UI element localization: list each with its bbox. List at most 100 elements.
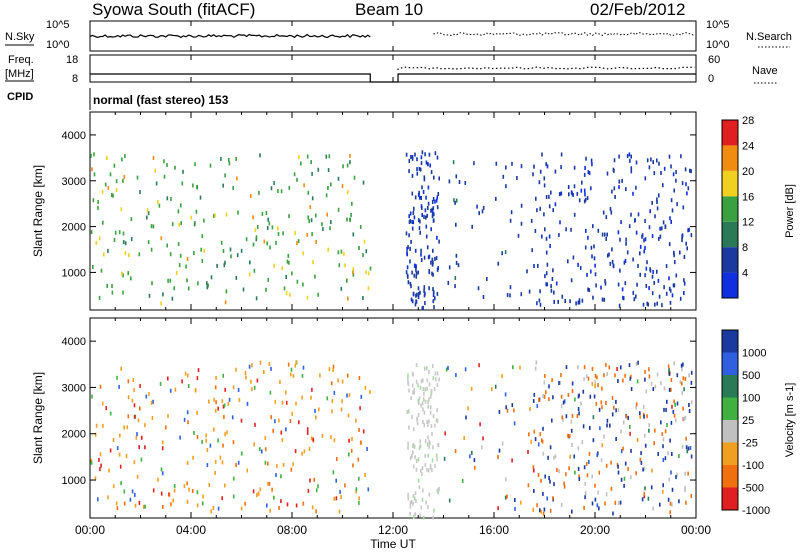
range-cell <box>417 383 419 388</box>
range-cell <box>680 154 682 159</box>
range-cell <box>244 501 246 506</box>
range-cell <box>550 190 552 195</box>
range-cell <box>248 272 251 277</box>
range-cell <box>240 506 243 511</box>
range-cell <box>591 474 593 479</box>
range-cell <box>467 406 469 411</box>
range-cell <box>121 271 123 276</box>
range-cell <box>520 292 523 297</box>
range-cell <box>447 280 450 285</box>
range-cell <box>681 234 683 239</box>
range-cell <box>333 496 336 501</box>
range-cell <box>252 215 254 220</box>
range-cell <box>584 481 587 486</box>
range-cell <box>639 457 642 462</box>
range-cell <box>412 501 414 506</box>
range-cell <box>341 184 344 189</box>
range-cell <box>113 163 116 168</box>
range-cell <box>125 454 128 459</box>
range-cell <box>427 185 430 190</box>
range-cell <box>609 207 612 211</box>
range-cell <box>658 236 660 241</box>
range-cell <box>538 397 540 402</box>
range-cell <box>436 205 439 210</box>
colorbar-segment <box>722 465 738 488</box>
range-cell <box>643 491 645 496</box>
range-cell <box>665 291 668 296</box>
range-cell <box>279 380 281 385</box>
ytick-label: 1000 <box>62 267 86 279</box>
range-cell <box>431 271 433 276</box>
range-cell <box>129 497 132 502</box>
range-cell <box>464 181 467 185</box>
range-cell <box>544 274 546 279</box>
range-cell <box>597 228 600 233</box>
range-cell <box>222 404 225 409</box>
range-cell <box>605 236 607 241</box>
range-cell <box>99 452 102 457</box>
range-cell <box>415 467 418 472</box>
freq-label: Freq. <box>8 54 34 66</box>
range-cell <box>471 450 473 455</box>
range-cell <box>332 364 335 369</box>
range-cell <box>337 207 340 212</box>
range-cell <box>611 189 613 194</box>
range-cell <box>575 301 577 306</box>
range-cell <box>690 380 693 385</box>
range-cell <box>307 190 310 195</box>
range-cell <box>90 230 93 235</box>
range-cell <box>422 488 424 493</box>
range-cell <box>408 425 410 430</box>
range-cell <box>554 169 557 174</box>
range-cell <box>415 271 418 276</box>
colorbar-tick-label: 8 <box>742 242 748 254</box>
range-cell <box>549 508 552 513</box>
range-cell <box>659 226 661 231</box>
range-cell <box>224 260 226 265</box>
range-cell <box>645 266 648 271</box>
range-cell <box>102 220 104 225</box>
range-cell <box>196 435 199 440</box>
range-cell <box>454 276 457 280</box>
range-cell <box>246 468 249 473</box>
range-cell <box>348 452 350 457</box>
range-cell <box>498 409 501 414</box>
range-cell <box>409 219 412 224</box>
range-cell <box>217 506 220 511</box>
range-cell <box>420 379 423 384</box>
range-cell <box>272 428 274 433</box>
range-cell <box>619 237 621 242</box>
range-cell <box>427 206 429 210</box>
range-cell <box>577 262 579 267</box>
range-cell <box>99 467 101 472</box>
range-cell <box>407 445 409 450</box>
range-cell <box>416 157 418 162</box>
range-cell <box>676 202 678 207</box>
range-cell <box>556 468 558 472</box>
range-cell <box>671 208 674 213</box>
range-cell <box>617 464 619 469</box>
range-cell <box>179 435 181 440</box>
range-cell <box>652 506 654 511</box>
range-cell <box>330 220 332 225</box>
range-cell <box>344 483 346 488</box>
range-cell <box>539 289 541 294</box>
range-cell <box>455 260 458 265</box>
range-cell <box>331 399 334 404</box>
range-cell <box>201 501 204 506</box>
range-cell <box>100 463 102 468</box>
range-cell <box>654 428 656 433</box>
range-cell <box>454 449 457 454</box>
range-cell <box>536 503 538 508</box>
range-cell <box>408 159 411 163</box>
range-cell <box>454 200 456 205</box>
range-cell <box>581 298 584 303</box>
range-cell <box>669 300 672 305</box>
range-cell <box>602 210 605 215</box>
range-cell <box>613 168 615 173</box>
range-cell <box>435 256 438 261</box>
range-cell <box>431 262 434 267</box>
range-cell <box>570 419 573 424</box>
range-cell <box>435 198 438 203</box>
range-cell <box>654 302 656 307</box>
